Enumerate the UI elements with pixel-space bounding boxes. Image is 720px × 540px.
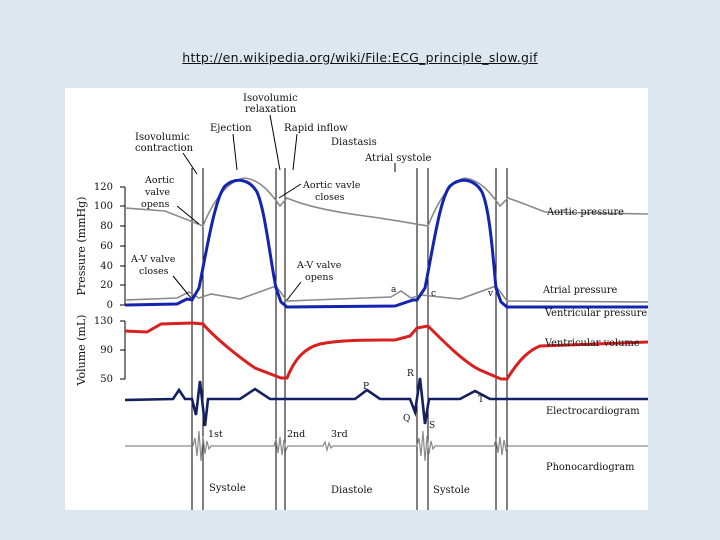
label-aortic-opens-2: valve [144, 187, 170, 198]
label-isovolumic-relaxation-2: relaxation [245, 104, 297, 115]
phonocardiogram-trace [125, 430, 648, 462]
wave-q: Q [403, 414, 410, 424]
phase-pointers [182, 114, 396, 175]
label-isovolumic-contraction: Isovolumic [135, 132, 190, 143]
trace-labels: Aortic pressure Atrial pressure Ventricu… [542, 207, 647, 473]
wiggers-diagram: Pressure (mmHg) Volume (mL) 120 100 80 6… [75, 93, 648, 510]
tick-label: 80 [100, 221, 113, 232]
ventricular-pressure-trace [124, 178, 648, 309]
label-av-closes-2: closes [139, 266, 169, 277]
label-phonocardiogram: Phonocardiogram [546, 462, 635, 473]
aortic-pressure-trace [124, 177, 648, 228]
label-aortic-closes: Aortic vavle [302, 180, 361, 191]
axes [120, 186, 126, 380]
sound-second: 2nd [287, 429, 305, 440]
phase-labels: Isovolumic contraction Ejection Isovolum… [135, 93, 432, 164]
wave-labels: a c v P R Q S T [363, 285, 494, 431]
wave-a: a [391, 285, 397, 295]
wave-t: T [478, 395, 484, 405]
phase-lines [191, 168, 508, 510]
ecg-trace [124, 377, 648, 427]
tick-label: 100 [94, 201, 113, 212]
tick-label: 60 [100, 241, 113, 252]
tick-label: 0 [107, 300, 113, 311]
pressure-axis-label: Pressure (mmHg) [75, 197, 88, 296]
sound-third: 3rd [331, 429, 348, 440]
volume-ticks: 130 90 50 [94, 316, 113, 385]
label-aortic-closes-2: closes [315, 192, 345, 203]
label-systole-1: Systole [209, 483, 246, 494]
label-atrial-systole: Atrial systole [364, 153, 432, 164]
label-ejection: Ejection [210, 123, 252, 134]
label-av-opens: A-V valve [296, 260, 342, 271]
label-diastasis: Diastasis [331, 137, 377, 148]
label-diastole: Diastole [331, 485, 373, 496]
label-systole-2: Systole [433, 485, 470, 496]
label-aortic-opens: Aortic [144, 175, 174, 186]
tick-label: 120 [94, 182, 113, 193]
label-aortic-opens-3: opens [141, 199, 170, 210]
valve-labels: Aortic valve opens Aortic vavle closes A… [130, 175, 361, 283]
wave-c: c [431, 289, 436, 299]
label-rapid-inflow: Rapid inflow [284, 123, 348, 134]
tick-label: 40 [100, 261, 113, 272]
label-ventricular-pressure: Ventricular pressure [544, 308, 647, 319]
heart-sound-labels: 1st 2nd 3rd [208, 429, 348, 440]
wave-v: v [487, 289, 494, 299]
label-atrial-pressure: Atrial pressure [542, 285, 618, 296]
valve-pointers [172, 183, 302, 301]
tick-label: 90 [100, 345, 113, 356]
volume-axis-label: Volume (mL) [75, 315, 88, 387]
ventricular-volume-trace [124, 321, 648, 381]
wave-p: P [363, 382, 369, 392]
source-link[interactable]: http://en.wikipedia.org/wiki/File:ECG_pr… [182, 50, 538, 65]
pressure-ticks: 120 100 80 60 40 20 0 [94, 182, 113, 311]
tick-label: 20 [100, 280, 113, 291]
wave-s: S [429, 421, 435, 431]
label-ventricular-volume: Ventricular volume [544, 338, 640, 349]
cycle-labels: Systole Diastole Systole [209, 483, 470, 496]
sound-first: 1st [208, 429, 223, 440]
wave-r: R [407, 369, 414, 379]
label-isovolumic-contraction-2: contraction [135, 143, 194, 154]
label-isovolumic-relaxation: Isovolumic [243, 93, 298, 104]
tick-label: 50 [100, 374, 113, 385]
diagram-panel: Pressure (mmHg) Volume (mL) 120 100 80 6… [65, 88, 648, 510]
label-aortic-pressure: Aortic pressure [546, 207, 624, 218]
label-av-opens-2: opens [305, 272, 334, 283]
atrial-pressure-trace [124, 285, 648, 303]
tick-label: 130 [94, 316, 113, 327]
label-electrocardiogram: Electrocardiogram [546, 406, 640, 417]
label-av-closes: A-V valve [130, 254, 176, 265]
